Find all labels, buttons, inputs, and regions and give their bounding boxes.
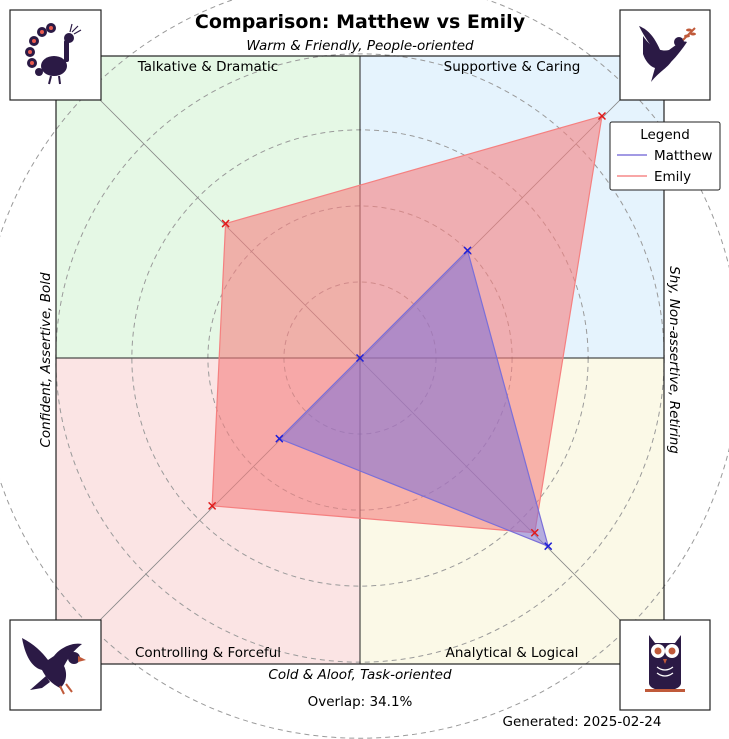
legend-box <box>609 121 721 191</box>
marker-matthew-bottom-left <box>275 434 284 443</box>
legend: Legend Matthew Emily <box>609 121 721 191</box>
dove-icon <box>619 9 711 101</box>
marker-emily-bottom-right <box>530 528 539 537</box>
overlap-text: Overlap: 34.1% <box>308 694 413 710</box>
legend-entry-emily: Emily <box>654 169 691 185</box>
marker-matthew-top-right <box>463 246 472 255</box>
generated-text: Generated: 2025-02-24 <box>503 714 662 730</box>
quadrant-label-supportive-caring: Supportive & Caring <box>444 59 581 75</box>
axis-label-top: Warm & Friendly, People-oriented <box>246 38 474 54</box>
marker-matthew-bottom-right <box>544 542 553 551</box>
legend-title: Legend <box>640 127 690 143</box>
data-markers <box>208 111 607 551</box>
eagle-icon <box>9 619 102 711</box>
quadrant-label-talkative-dramatic: Talkative & Dramatic <box>137 59 278 75</box>
marker-emily-top-right <box>597 111 607 121</box>
marker-matthew-top-left <box>355 353 365 363</box>
marker-emily-top-left <box>221 219 230 228</box>
owl-icon <box>619 619 711 711</box>
peacock-icon <box>9 9 102 101</box>
plot-frame <box>55 55 665 665</box>
axis-label-right: Shy, Non-assertive, Retiring <box>666 266 682 454</box>
quadrant-label-analytical-logical: Analytical & Logical <box>446 645 579 661</box>
marker-emily-bottom-left <box>208 501 217 510</box>
legend-entry-matthew: Matthew <box>654 148 712 164</box>
axis-label-bottom: Cold & Aloof, Task-oriented <box>268 667 452 683</box>
axis-label-left: Confident, Assertive, Bold <box>38 272 54 448</box>
quadrant-label-controlling-forceful: Controlling & Forceful <box>135 645 281 661</box>
chart-title: Comparison: Matthew vs Emily <box>195 11 526 33</box>
